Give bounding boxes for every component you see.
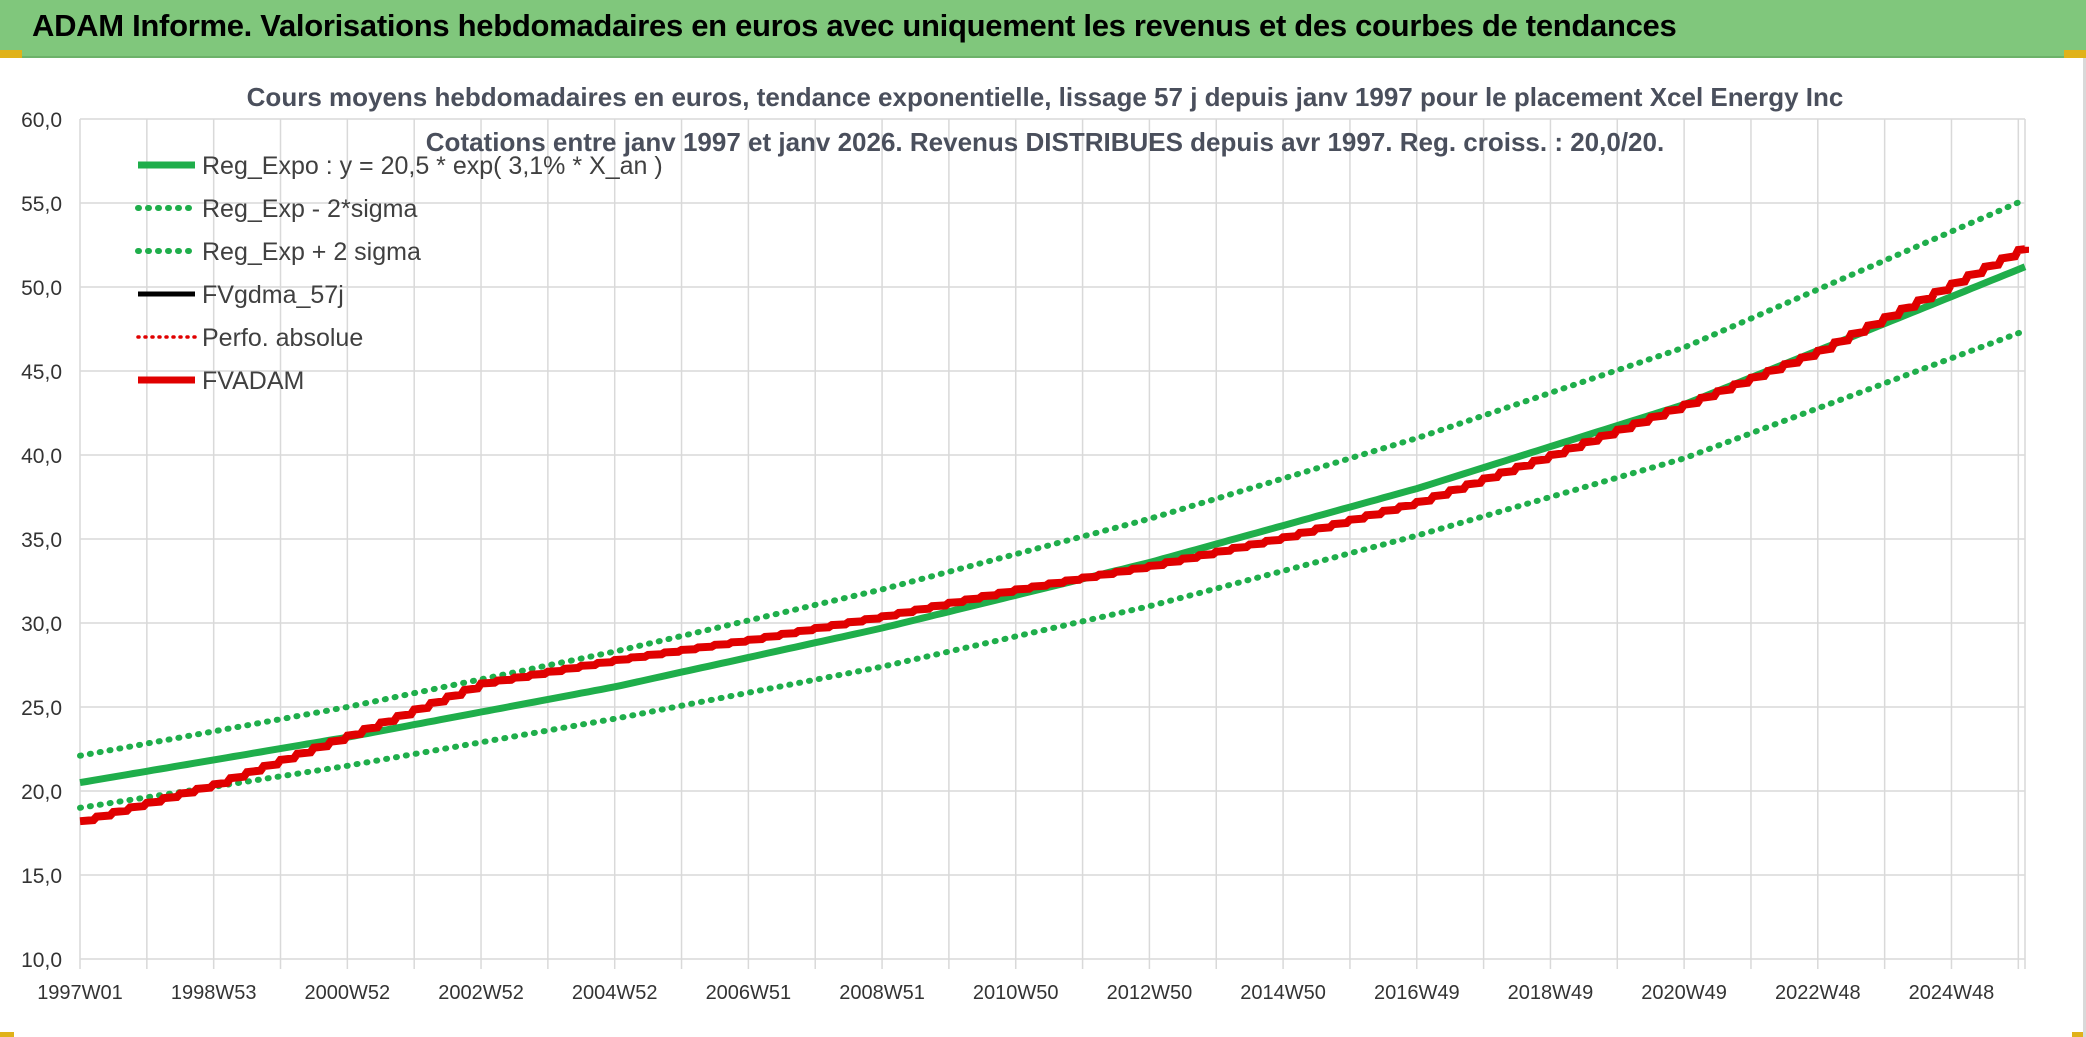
x-tick-label: 2012W50	[1107, 982, 1193, 1004]
y-tick-label: 35,0	[21, 529, 62, 552]
line-chart: 10,0 15,0 20,0 25,0 30,0 35,0 40,0 45,0 50,0 55,0…	[21, 82, 2029, 1004]
x-tick-label: 2000W52	[305, 982, 391, 1004]
series-fvadam	[79, 245, 2029, 826]
x-tick-label: 2018W49	[1508, 982, 1594, 1004]
legend-label: Perfo. absolue	[202, 324, 363, 352]
corner-marker-bottom-right	[2072, 1032, 2086, 1037]
legend-item: Reg_Expo : y = 20,5 * exp( 3,1% * X_an )	[138, 152, 663, 180]
legend-item: FVgdma_57j	[138, 281, 344, 309]
y-tick-label: 25,0	[21, 697, 62, 720]
x-tick-label: 2020W49	[1641, 982, 1727, 1004]
banner: ADAM Informe. Valorisations hebdomadaire…	[0, 0, 2086, 58]
y-tick-label: 40,0	[21, 445, 62, 468]
chart-title: Cours moyens hebdomadaires en euros, ten…	[247, 82, 1844, 112]
y-tick-label: 10,0	[21, 949, 62, 972]
legend-label: FVADAM	[202, 367, 304, 395]
x-tick-label: 1997W01	[37, 982, 123, 1004]
banner-title: ADAM Informe. Valorisations hebdomadaire…	[32, 8, 1677, 43]
legend-item: Reg_Exp - 2*sigma	[135, 195, 417, 223]
y-tick-label: 50,0	[21, 277, 62, 300]
corner-marker-left	[0, 50, 22, 58]
y-tick-label: 20,0	[21, 781, 62, 804]
x-tick-label: 2024W48	[1909, 982, 1995, 1004]
y-tick-label: 15,0	[21, 865, 62, 888]
x-tick-label: 2016W49	[1374, 982, 1460, 1004]
legend-label: Reg_Expo : y = 20,5 * exp( 3,1% * X_an )	[202, 152, 663, 180]
x-tick-label: 1998W53	[171, 982, 257, 1004]
y-tick-label: 30,0	[21, 613, 62, 636]
corner-marker-bottom-left	[0, 1032, 14, 1037]
x-tick-label: 2008W51	[839, 982, 925, 1004]
legend-label: FVgdma_57j	[202, 281, 344, 309]
x-tick-label: 2022W48	[1775, 982, 1861, 1004]
legend-item: Reg_Exp + 2 sigma	[135, 238, 421, 266]
y-tick-label: 45,0	[21, 361, 62, 384]
legend-label: Reg_Exp - 2*sigma	[202, 195, 417, 223]
x-tick-label: 2014W50	[1240, 982, 1326, 1004]
series-reg-plus-2sigma	[77, 196, 2028, 759]
legend-item: Perfo. absolue	[136, 324, 363, 352]
chart-subtitle: Cotations entre janv 1997 et janv 2026. …	[426, 127, 1664, 157]
y-tick-label: 55,0	[21, 193, 62, 216]
series-reg-minus-2sigma	[77, 327, 2028, 811]
right-edge-bar	[2083, 58, 2086, 1037]
y-tick-label: 60,0	[21, 109, 62, 132]
x-tick-label: 2006W51	[706, 982, 792, 1004]
x-tick-label: 2010W50	[973, 982, 1059, 1004]
corner-marker-right	[2064, 50, 2086, 58]
legend-label: Reg_Exp + 2 sigma	[202, 238, 421, 266]
x-tick-label: 2004W52	[572, 982, 658, 1004]
x-tick-label: 2002W52	[438, 982, 524, 1004]
series-reg-expo	[79, 263, 2027, 787]
legend-item: FVADAM	[138, 367, 304, 395]
